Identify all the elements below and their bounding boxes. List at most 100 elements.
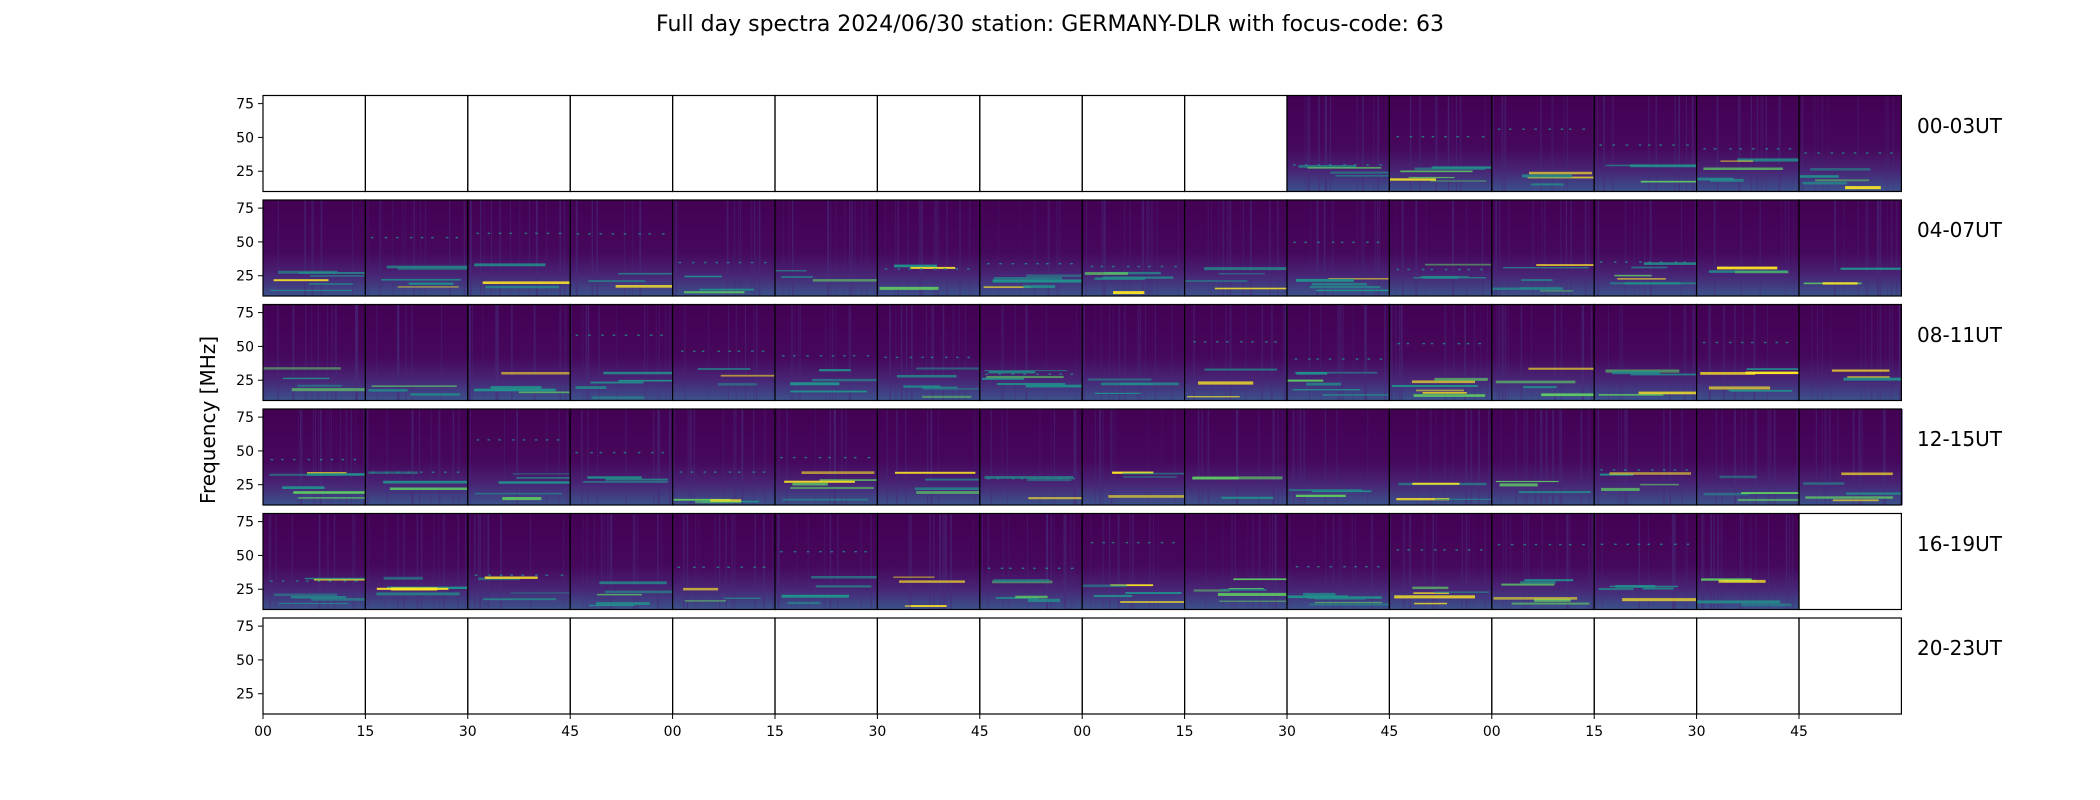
spectrum-streak [469,513,471,610]
emission-band [1502,267,1589,269]
spectrum-streak [1767,304,1768,401]
spectrum-streak [1207,200,1209,296]
emission-band [293,491,366,494]
spectrum-streak [669,409,671,505]
spectrum-streak [596,200,598,296]
emission-dot [1647,144,1651,146]
spectrum-streak [1551,95,1554,192]
spectrum-streak [559,304,561,401]
spectrum-streak [938,409,939,505]
emission-dot [612,451,616,454]
emission-band [910,266,956,269]
spectrum-streak [1073,513,1075,610]
spectrum-streak [1796,409,1798,505]
emission-dot [701,350,705,352]
spectrum-panel [979,512,1083,611]
spectrum-panel [1491,199,1595,297]
spectrum-panel [774,303,879,402]
spectrum-streak [693,409,696,505]
spectrum-streak [708,304,709,401]
spectrum-streak [733,200,736,296]
emission-band [1123,476,1177,478]
emission-band [1198,381,1254,385]
spectrum-streak [889,304,891,401]
spectrum-streak [438,513,440,610]
spectrum-streak [471,304,473,401]
emission-dot [1639,261,1642,263]
spectrum-background [1696,200,1799,296]
emission-band [1534,598,1571,602]
emission-dot [1137,265,1140,268]
spectrum-streak [1110,409,1112,505]
spectrum-streak [1201,409,1203,505]
emission-dot [560,574,564,576]
emission-band [1847,376,1890,378]
emission-band [1314,598,1366,600]
spectrum-streak [405,304,408,401]
spectrum-streak [1149,513,1151,610]
emission-dot [1497,128,1501,130]
spectrum-streak [1681,200,1682,296]
spectrum-streak [1817,95,1819,192]
emission-dot [897,268,901,270]
spectrum-background [1594,513,1697,610]
spectrum-streak [1524,513,1526,610]
emission-band [1643,262,1697,265]
emission-band [1703,167,1783,170]
emission-dot [1046,263,1049,265]
emission-dot [737,350,741,352]
spectrum-streak [637,513,639,610]
spectrum-streak [304,200,306,296]
spectrum-streak [1451,95,1453,192]
spectrum-streak [1259,513,1261,610]
emission-dot [1548,128,1551,130]
emission-dot [843,355,846,357]
emission-dot [1674,543,1677,545]
emission-dot [1600,543,1604,545]
emission-dot [956,356,959,359]
spectrum-streak [1154,304,1156,401]
emission-dot [1172,541,1175,544]
row-label: 16-19UT [1917,531,2002,556]
emission-dot [762,566,766,568]
spectrum-streak [762,513,765,610]
spectrum-streak [565,304,567,401]
emission-dot [1011,373,1015,375]
spectrum-streak [1877,304,1878,401]
spectrum-streak [1649,200,1652,296]
emission-dot [831,355,835,357]
spectrum-streak [494,304,497,401]
spectrum-streak [600,513,603,610]
emission-band [590,381,644,384]
spectrum-streak [477,513,479,610]
spectrum-panel [1593,303,1698,402]
emission-band [1703,492,1749,496]
emission-band [1605,164,1646,167]
emission-dot [498,439,501,441]
spectrum-streak [559,200,562,296]
emission-dot [714,471,717,473]
spectrum-streak [1715,409,1717,505]
spectrum-streak [1364,304,1366,401]
spectrum-panel [671,199,776,297]
spectrum-streak [1584,200,1587,296]
emission-dot [1659,144,1662,146]
spectrum-streak [1708,304,1710,401]
spectrum-streak [1161,409,1163,505]
emission-dot [806,551,810,553]
panel-frame [1695,617,1800,715]
spectrum-panel [1388,94,1493,193]
spectrum-streak [1563,95,1565,192]
spectrum-streak [1527,513,1530,610]
spectrum-streak [581,409,583,505]
emission-dot [1090,541,1094,544]
spectrum-streak [644,304,646,401]
spectrum-streak [1452,409,1454,505]
emission-dot [1226,341,1229,343]
x-tick-label: 00 [1483,724,1501,740]
panel-frame [979,617,1083,715]
emission-dot [967,268,970,270]
emission-band [925,478,980,481]
spectrum-streak [1269,513,1271,610]
emission-dot [1568,128,1572,130]
